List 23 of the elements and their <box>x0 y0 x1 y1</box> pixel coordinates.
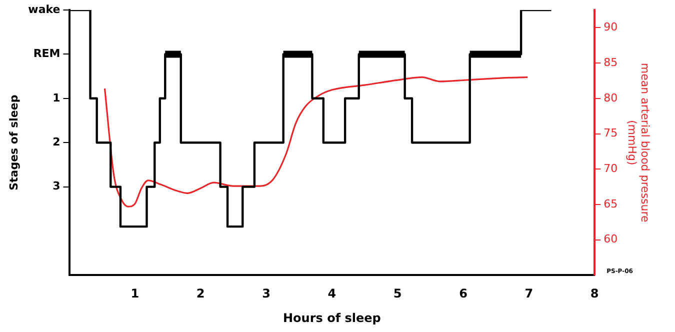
x-tick-label: 5 <box>393 286 402 301</box>
y2-tick-label: 65 <box>604 197 618 210</box>
y2-tick-label: 60 <box>604 232 618 246</box>
y2-axis-title: mean arterial blood pressure (mmHg) <box>625 62 652 223</box>
x-axis-title: Hours of sleep <box>283 310 382 325</box>
y-tick-label: 1 <box>52 91 60 104</box>
y-tick-label: REM <box>33 47 60 60</box>
x-tick-label: 6 <box>459 286 468 301</box>
x-tick-label: 4 <box>328 286 336 301</box>
y-tick-label: 2 <box>52 135 60 148</box>
x-tick-label: 1 <box>130 286 140 301</box>
y-tick-label: 3 <box>52 180 60 193</box>
y2-tick-label: 80 <box>604 91 618 104</box>
y2-tick-label: 75 <box>604 126 618 140</box>
x-tick-label: 8 <box>590 286 599 301</box>
x-tick-label: 7 <box>524 286 534 301</box>
x-tick-label: 2 <box>196 286 205 301</box>
y-tick-label: wake <box>28 2 60 16</box>
y2-tick-label: 85 <box>604 56 618 69</box>
y2-tick-label: 70 <box>604 162 618 175</box>
y2-tick-label: 90 <box>604 20 618 34</box>
y-axis-title: Stages of sleep <box>7 94 20 190</box>
x-tick-label: 3 <box>262 286 270 301</box>
